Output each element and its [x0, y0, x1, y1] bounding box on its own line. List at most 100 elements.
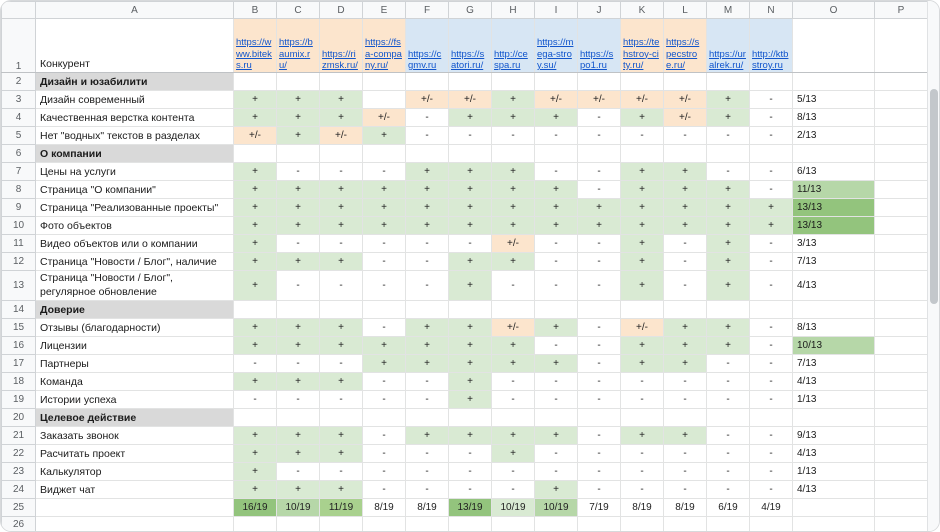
cell-E14[interactable]: [362, 300, 406, 319]
cell-G24[interactable]: -: [448, 480, 492, 499]
cell-D8[interactable]: +: [319, 180, 363, 199]
row-header-6[interactable]: 6: [1, 144, 36, 163]
total-cell-O18[interactable]: 4/13: [792, 372, 875, 391]
cell-K13[interactable]: +: [620, 270, 664, 301]
cell-E6[interactable]: [362, 144, 406, 163]
cell-H23[interactable]: -: [491, 462, 535, 481]
cell-J10[interactable]: +: [577, 216, 621, 235]
cell-I26[interactable]: [534, 516, 578, 531]
total-cell-O11[interactable]: 3/13: [792, 234, 875, 253]
cell-B10[interactable]: +: [233, 216, 277, 235]
cell-H4[interactable]: +: [491, 108, 535, 127]
cell-M9[interactable]: +: [706, 198, 750, 217]
competitor-link-E[interactable]: https://fsa-company.ru/: [365, 37, 402, 71]
cell-O14[interactable]: [792, 300, 875, 319]
cell-D23[interactable]: -: [319, 462, 363, 481]
cell-C10[interactable]: +: [276, 216, 320, 235]
column-header-D[interactable]: D: [319, 1, 363, 19]
cell-P13[interactable]: [874, 270, 928, 301]
cell-P5[interactable]: [874, 126, 928, 145]
competitor-link-N[interactable]: http://ktbstroy.ru: [752, 48, 789, 71]
cell-P11[interactable]: [874, 234, 928, 253]
row-header-12[interactable]: 12: [1, 252, 36, 271]
cell-B26[interactable]: [233, 516, 277, 531]
total-cell-B25[interactable]: 16/19: [233, 498, 277, 517]
total-cell-H25[interactable]: 10/19: [491, 498, 535, 517]
cell-P1[interactable]: [874, 18, 928, 73]
criterion-label-8[interactable]: Страница "О компании": [35, 180, 234, 199]
cell-E13[interactable]: -: [362, 270, 406, 301]
cell-J6[interactable]: [577, 144, 621, 163]
column-header-I[interactable]: I: [534, 1, 578, 19]
criterion-label-9[interactable]: Страница "Реализованные проекты": [35, 198, 234, 217]
cell-I12[interactable]: -: [534, 252, 578, 271]
cell-M16[interactable]: +: [706, 336, 750, 355]
cell-C9[interactable]: +: [276, 198, 320, 217]
cell-O20[interactable]: [792, 408, 875, 427]
cell-F7[interactable]: +: [405, 162, 449, 181]
total-cell-M25[interactable]: 6/19: [706, 498, 750, 517]
competitor-link-K[interactable]: https://tehstroy-city.ru/: [623, 37, 660, 71]
cell-P25[interactable]: [874, 498, 928, 517]
cell-D14[interactable]: [319, 300, 363, 319]
cell-B13[interactable]: +: [233, 270, 277, 301]
cell-K9[interactable]: +: [620, 198, 664, 217]
cell-G18[interactable]: +: [448, 372, 492, 391]
total-cell-O4[interactable]: 8/13: [792, 108, 875, 127]
cell-E19[interactable]: -: [362, 390, 406, 409]
cell-E22[interactable]: -: [362, 444, 406, 463]
cell-B18[interactable]: +: [233, 372, 277, 391]
cell-M2[interactable]: [706, 72, 750, 91]
cell-A26[interactable]: [35, 516, 234, 531]
cell-D5[interactable]: +/-: [319, 126, 363, 145]
cell-D7[interactable]: -: [319, 162, 363, 181]
total-cell-O19[interactable]: 1/13: [792, 390, 875, 409]
cell-J12[interactable]: -: [577, 252, 621, 271]
row-header-8[interactable]: 8: [1, 180, 36, 199]
cell-B24[interactable]: +: [233, 480, 277, 499]
cell-G20[interactable]: [448, 408, 492, 427]
cell-K8[interactable]: +: [620, 180, 664, 199]
cell-G12[interactable]: +: [448, 252, 492, 271]
cell-N18[interactable]: -: [749, 372, 793, 391]
cell-H18[interactable]: -: [491, 372, 535, 391]
cell-N12[interactable]: -: [749, 252, 793, 271]
column-header-K[interactable]: K: [620, 1, 664, 19]
total-cell-F25[interactable]: 8/19: [405, 498, 449, 517]
cell-K20[interactable]: [620, 408, 664, 427]
cell-D17[interactable]: -: [319, 354, 363, 373]
cell-J5[interactable]: -: [577, 126, 621, 145]
column-header-M[interactable]: M: [706, 1, 750, 19]
cell-O1[interactable]: [792, 18, 875, 73]
cell-M24[interactable]: -: [706, 480, 750, 499]
criterion-label-16[interactable]: Лицензии: [35, 336, 234, 355]
cell-H5[interactable]: -: [491, 126, 535, 145]
cell-M10[interactable]: +: [706, 216, 750, 235]
column-header-E[interactable]: E: [362, 1, 406, 19]
section-header-6[interactable]: О компании: [35, 144, 234, 163]
competitor-url-cell-E[interactable]: https://fsa-company.ru/: [362, 18, 406, 73]
cell-H6[interactable]: [491, 144, 535, 163]
cell-F8[interactable]: +: [405, 180, 449, 199]
cell-F10[interactable]: +: [405, 216, 449, 235]
cell-K2[interactable]: [620, 72, 664, 91]
cell-N22[interactable]: -: [749, 444, 793, 463]
cell-N26[interactable]: [749, 516, 793, 531]
cell-H3[interactable]: +: [491, 90, 535, 109]
cell-I10[interactable]: +: [534, 216, 578, 235]
total-cell-O15[interactable]: 8/13: [792, 318, 875, 337]
cell-C24[interactable]: +: [276, 480, 320, 499]
cell-L23[interactable]: -: [663, 462, 707, 481]
cell-I22[interactable]: -: [534, 444, 578, 463]
cell-I20[interactable]: [534, 408, 578, 427]
cell-I11[interactable]: -: [534, 234, 578, 253]
cell-H26[interactable]: [491, 516, 535, 531]
total-cell-O22[interactable]: 4/13: [792, 444, 875, 463]
row-header-5[interactable]: 5: [1, 126, 36, 145]
cell-J16[interactable]: -: [577, 336, 621, 355]
cell-M15[interactable]: +: [706, 318, 750, 337]
cell-I24[interactable]: +: [534, 480, 578, 499]
cell-L14[interactable]: [663, 300, 707, 319]
row-header-13[interactable]: 13: [1, 270, 36, 301]
cell-E5[interactable]: +: [362, 126, 406, 145]
